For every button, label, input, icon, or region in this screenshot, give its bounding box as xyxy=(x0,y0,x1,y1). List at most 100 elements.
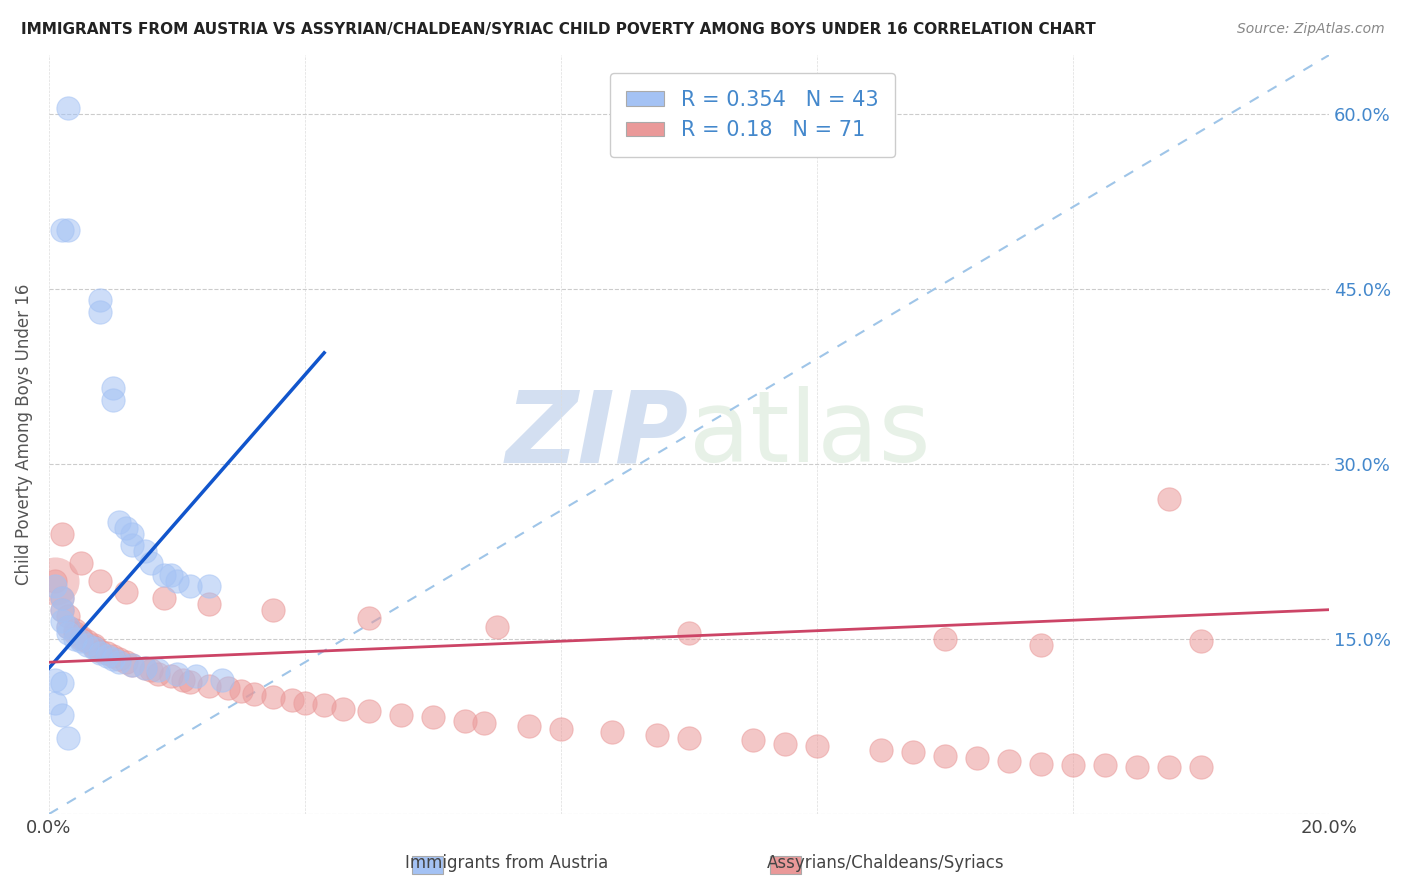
Point xyxy=(179,675,201,690)
Point xyxy=(1189,634,1212,648)
Point xyxy=(83,640,105,654)
Point xyxy=(121,526,143,541)
Point xyxy=(76,634,98,648)
Text: ZIP: ZIP xyxy=(506,386,689,483)
Point xyxy=(56,223,79,237)
Point xyxy=(51,223,73,237)
Point xyxy=(198,579,221,593)
Text: Immigrants from Austria: Immigrants from Austria xyxy=(405,855,607,872)
Point xyxy=(141,664,163,678)
Point xyxy=(806,739,828,754)
Point xyxy=(211,673,233,687)
Point xyxy=(314,698,336,713)
Point xyxy=(166,574,188,588)
Text: IMMIGRANTS FROM AUSTRIA VS ASSYRIAN/CHALDEAN/SYRIAC CHILD POVERTY AMONG BOYS UND: IMMIGRANTS FROM AUSTRIA VS ASSYRIAN/CHAL… xyxy=(21,22,1095,37)
Point xyxy=(517,719,540,733)
Text: Source: ZipAtlas.com: Source: ZipAtlas.com xyxy=(1237,22,1385,37)
Point xyxy=(83,638,105,652)
Point xyxy=(114,655,136,669)
Point xyxy=(89,574,111,588)
Point xyxy=(70,556,93,570)
Point xyxy=(101,381,124,395)
Point xyxy=(166,666,188,681)
Point xyxy=(70,634,93,648)
Text: atlas: atlas xyxy=(689,386,931,483)
Point xyxy=(141,556,163,570)
Point xyxy=(773,737,796,751)
Point xyxy=(70,630,93,644)
Point xyxy=(51,707,73,722)
Point xyxy=(63,623,86,637)
Point xyxy=(96,649,118,664)
Point xyxy=(153,567,176,582)
Point xyxy=(186,669,208,683)
Point xyxy=(108,515,131,529)
Text: Assyrians/Chaldeans/Syriacs: Assyrians/Chaldeans/Syriacs xyxy=(766,855,1005,872)
Point xyxy=(121,657,143,672)
Point xyxy=(934,632,956,646)
Point xyxy=(1062,758,1084,772)
Point xyxy=(70,632,93,646)
Point xyxy=(101,651,124,665)
Point xyxy=(51,615,73,629)
Point xyxy=(56,608,79,623)
Point xyxy=(645,728,668,742)
Legend: R = 0.354   N = 43, R = 0.18   N = 71: R = 0.354 N = 43, R = 0.18 N = 71 xyxy=(610,73,896,157)
Point xyxy=(357,704,380,718)
Point xyxy=(1029,638,1052,652)
Point xyxy=(1189,760,1212,774)
Point xyxy=(870,743,893,757)
Point xyxy=(159,669,181,683)
Point xyxy=(121,539,143,553)
Point xyxy=(146,664,169,678)
Point xyxy=(89,643,111,657)
Point xyxy=(114,521,136,535)
Point xyxy=(262,603,284,617)
Point xyxy=(89,293,111,308)
Point xyxy=(56,620,79,634)
Point xyxy=(966,751,988,765)
Point xyxy=(678,731,700,745)
Point xyxy=(217,681,239,695)
Point xyxy=(1094,758,1116,772)
Point xyxy=(242,687,264,701)
Point xyxy=(934,748,956,763)
Point xyxy=(108,655,131,669)
Point xyxy=(114,585,136,599)
Point xyxy=(332,702,354,716)
Point xyxy=(96,646,118,660)
Point xyxy=(229,684,252,698)
Point xyxy=(51,591,73,605)
Point xyxy=(262,690,284,705)
Point xyxy=(146,666,169,681)
Point xyxy=(63,632,86,646)
Point xyxy=(56,101,79,115)
Point xyxy=(1029,756,1052,771)
Point xyxy=(179,579,201,593)
Point xyxy=(422,710,444,724)
Point xyxy=(454,714,477,728)
Point xyxy=(550,722,572,736)
Point xyxy=(153,591,176,605)
Point xyxy=(1126,760,1149,774)
Point xyxy=(901,745,924,759)
Point xyxy=(134,661,156,675)
Point xyxy=(63,626,86,640)
Point xyxy=(1157,491,1180,506)
Point xyxy=(294,696,316,710)
Point xyxy=(44,574,66,588)
Point xyxy=(472,715,495,730)
Point xyxy=(485,620,508,634)
Point xyxy=(44,673,66,687)
Point xyxy=(44,696,66,710)
Point xyxy=(83,641,105,656)
Point xyxy=(134,544,156,558)
Point xyxy=(600,725,623,739)
Point xyxy=(198,679,221,693)
Point xyxy=(56,620,79,634)
Point xyxy=(51,603,73,617)
Point xyxy=(56,731,79,745)
Point xyxy=(678,626,700,640)
Y-axis label: Child Poverty Among Boys Under 16: Child Poverty Among Boys Under 16 xyxy=(15,284,32,585)
Point xyxy=(134,661,156,675)
